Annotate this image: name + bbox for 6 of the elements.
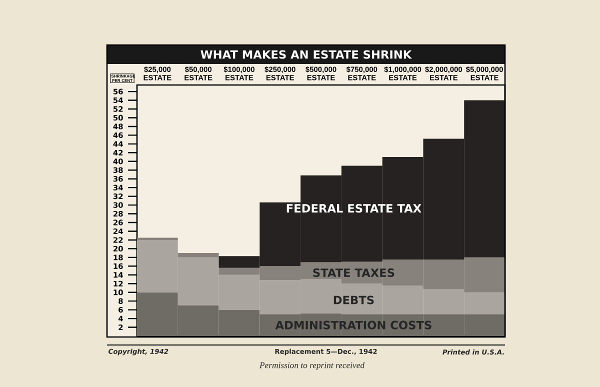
series-label: ADMINISTRATION COSTS bbox=[275, 320, 432, 330]
series-label: FEDERAL ESTATE TAX bbox=[286, 204, 422, 213]
series-label: STATE TAXES bbox=[313, 268, 394, 277]
text: Permission to reprint received bbox=[259, 362, 365, 370]
series-label: DEBTS bbox=[334, 296, 374, 304]
chart-title: WHAT MAKES AN ESTATE SHRINK bbox=[200, 50, 412, 59]
